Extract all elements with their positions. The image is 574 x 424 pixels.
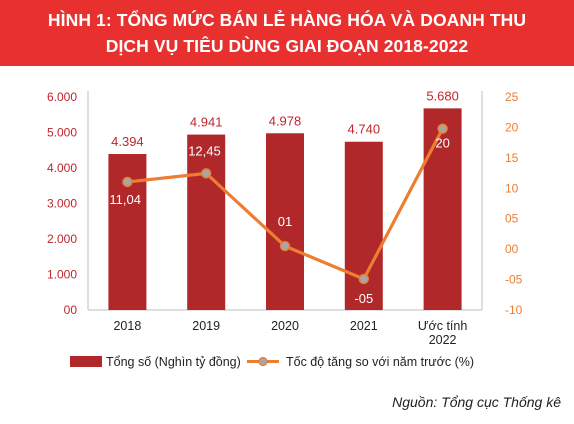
right-axis-tick-label: -10 bbox=[505, 303, 523, 317]
category-label: 2018 bbox=[113, 319, 141, 333]
bar bbox=[344, 141, 383, 310]
legend-line-label: Tốc độ tăng so với năm trước (%) bbox=[286, 355, 474, 369]
right-axis-tick-label: 25 bbox=[505, 90, 519, 104]
line-value-label: -05 bbox=[354, 291, 373, 306]
left-axis-tick-label: 3.000 bbox=[47, 197, 77, 211]
category-label: 2021 bbox=[350, 319, 378, 333]
bar-value-label: 5.680 bbox=[426, 88, 459, 103]
bar bbox=[266, 133, 304, 310]
title-banner: HÌNH 1: TỔNG MỨC BÁN LẺ HÀNG HÓA VÀ DOAN… bbox=[0, 0, 574, 66]
right-axis-tick-label: 05 bbox=[505, 212, 519, 226]
left-axis-tick-label: 00 bbox=[64, 303, 78, 317]
category-label: 2019 bbox=[192, 319, 220, 333]
legend-bar-label: Tổng số (Nghìn tỷ đồng) bbox=[106, 355, 241, 369]
bar bbox=[423, 108, 462, 310]
right-axis-tick-label: 00 bbox=[505, 242, 519, 256]
bar-value-label: 4.978 bbox=[269, 113, 302, 128]
line-point bbox=[279, 240, 291, 252]
source-note: Nguồn: Tổng cục Thống kê bbox=[392, 394, 561, 410]
line-value-label: 12,45 bbox=[188, 143, 221, 158]
bar-value-label: 4.394 bbox=[111, 134, 144, 149]
line-value-label: 20 bbox=[435, 136, 449, 151]
line-point bbox=[200, 168, 212, 179]
chart: 6.000 5.000 4.000 3.000 2.000 1.000 00 25 20 15 10… bbox=[47, 88, 523, 369]
line-point bbox=[122, 176, 133, 188]
bar-value-label: 4.740 bbox=[348, 122, 381, 137]
line-value-label: 11,04 bbox=[109, 192, 141, 207]
line-point bbox=[437, 123, 448, 134]
left-axis-tick-label: 6.000 bbox=[47, 90, 77, 104]
category-label: 2020 bbox=[271, 319, 299, 333]
chart-title-line-1: HÌNH 1: TỔNG MỨC BÁN LẺ HÀNG HÓA VÀ DOAN… bbox=[47, 10, 527, 30]
legend-bar-swatch bbox=[70, 356, 102, 367]
bar bbox=[187, 134, 226, 310]
category-label: 2022 bbox=[429, 333, 457, 347]
legend-line-marker bbox=[258, 356, 268, 367]
line-value-label: 01 bbox=[278, 214, 292, 229]
line-point bbox=[358, 273, 369, 285]
right-axis-tick-label: 20 bbox=[505, 120, 519, 134]
category-label: Ước tính bbox=[418, 319, 467, 333]
right-axis-tick-label: 10 bbox=[505, 181, 519, 195]
bar-value-label: 4.941 bbox=[190, 115, 223, 130]
left-axis-tick-label: 1.000 bbox=[47, 268, 77, 282]
left-axis-tick-label: 4.000 bbox=[47, 161, 77, 175]
right-axis-tick-label: -05 bbox=[505, 273, 523, 287]
right-axis-tick-label: 15 bbox=[505, 151, 519, 165]
chart-title-line-2: DỊCH VỤ TIÊU DÙNG GIAI ĐOẠN 2018-2022 bbox=[105, 36, 469, 56]
left-axis-tick-label: 2.000 bbox=[47, 232, 77, 246]
left-axis-tick-label: 5.000 bbox=[47, 126, 77, 140]
